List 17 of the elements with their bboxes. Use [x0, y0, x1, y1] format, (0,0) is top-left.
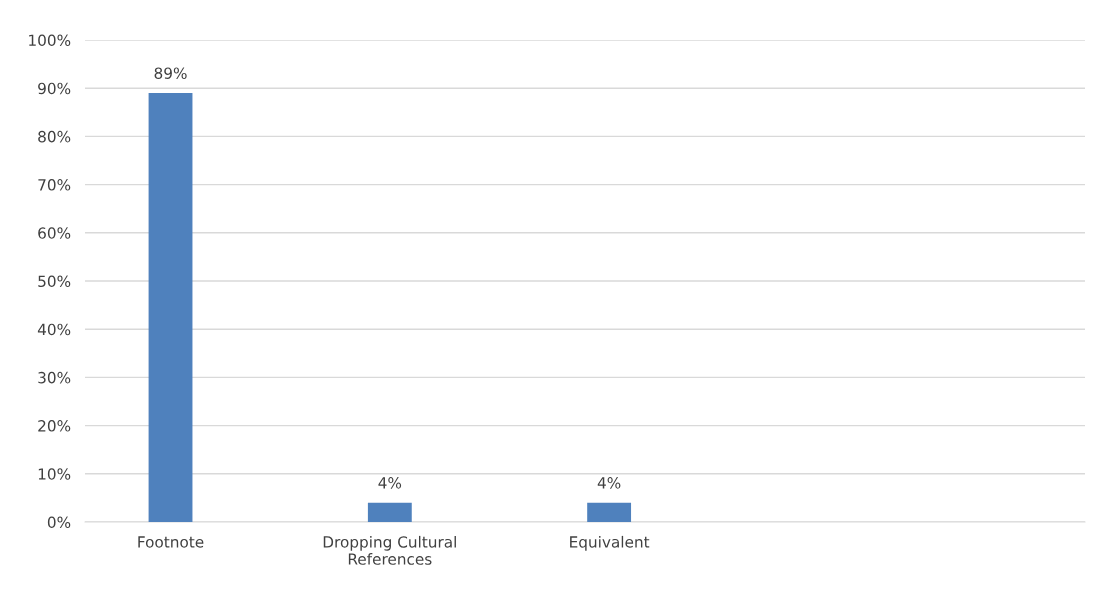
y-tick-label: 70%	[38, 179, 71, 191]
x-tick-label: Equivalent	[570, 535, 650, 551]
y-tick-label: 50%	[38, 275, 71, 288]
y-tick-label: 10%	[38, 468, 71, 480]
y-tick-label: 100%	[29, 34, 71, 47]
x-tick-label: Footnote	[138, 536, 204, 548]
y-tick-label: 80%	[38, 130, 71, 143]
y-tick-label: 90%	[38, 82, 71, 95]
data-label: 4%	[597, 477, 621, 489]
x-tick-label: Dropping Cultural References	[323, 535, 456, 565]
y-tick-label: 20%	[38, 420, 71, 432]
data-label: 4%	[378, 477, 402, 489]
data-label: 89%	[154, 67, 187, 79]
y-tick-label: 30%	[38, 371, 71, 384]
y-tick-label: 40%	[37, 323, 71, 336]
y-tick-label: 0%	[47, 516, 71, 529]
y-tick-label: 60%	[38, 227, 71, 239]
